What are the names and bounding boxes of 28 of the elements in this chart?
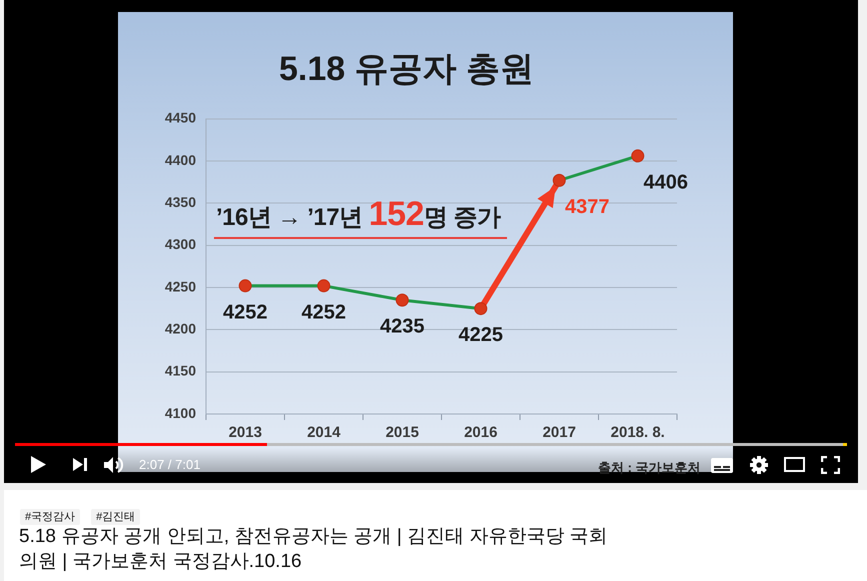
point [552,174,566,187]
y-tick-label: 4350 [164,194,196,210]
y-tick-label: 4450 [164,110,196,126]
data-label: 4235 [380,316,424,338]
text: #김진태 [91,509,140,525]
data-label: 4406 [644,171,688,194]
data-label: 4377 [565,196,610,218]
annotation: ’16년 → ’17년 152명 증가 [214,195,507,239]
y-tick-label: 4150 [164,362,196,379]
source-note: 출처 : 국가보훈처 [598,459,701,477]
text: 2:07 / 7:01 [139,457,200,472]
y-tick-label: 4400 [164,152,196,168]
y-tick-label: 4100 [164,404,196,421]
data-label: 4252 [223,301,268,324]
x-tick-label: 2016 [464,424,498,442]
y-tick-label: 4200 [164,320,196,337]
x-tick-label: 2015 [386,424,419,442]
x-tick-label: 2013 [228,424,262,442]
data-label: 4252 [302,301,346,324]
chart-title: 5.18 유공자 총원 [278,50,534,88]
x-tick-label: 2017 [542,424,576,442]
x-tick-label: 2014 [307,424,342,442]
x-tick-label: 2018. 8. [610,424,665,442]
text: #국정감사 [20,509,80,525]
y-tick-label: 4250 [164,278,196,294]
data-label: 4225 [458,324,503,346]
y-tick-label: 4300 [164,236,196,252]
text: 5.18 유공자 공개 안되고, 참전유공자는 공개 | 김진태 자유한국당 국회의원 | 국가보훈처 국정감사.10.16 [19,525,609,574]
